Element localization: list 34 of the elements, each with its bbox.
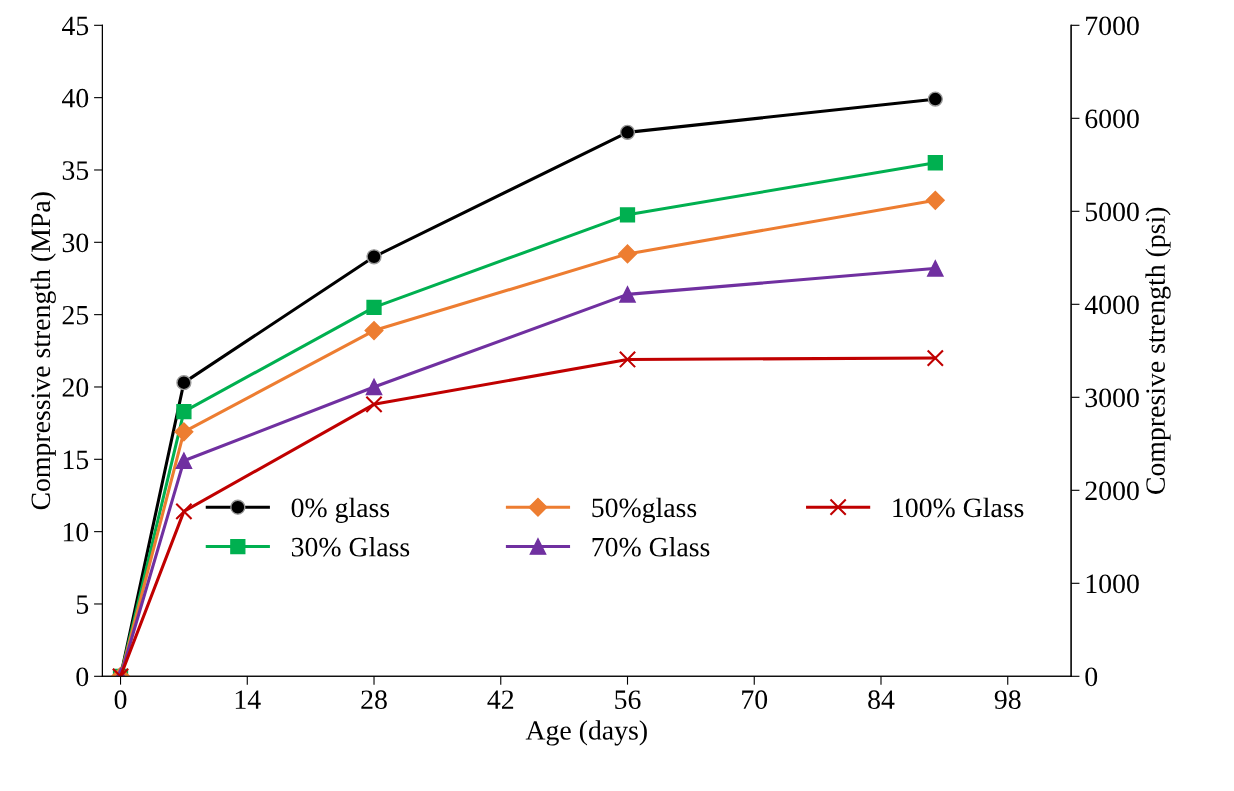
y-tick-label: 20	[62, 378, 89, 397]
x-tick-label: 98	[994, 690, 1021, 710]
y2-tick-label: 5000	[1085, 202, 1139, 222]
y2-tick-label: 1000	[1086, 574, 1139, 594]
legend-label: 50%glass	[592, 497, 697, 523]
x-tick-label: 70	[742, 690, 768, 710]
y-tick-label: 0	[76, 667, 89, 687]
legend-label: 0% glass	[291, 497, 390, 523]
y2-tick-label: 7000	[1086, 16, 1139, 36]
y-tick-label: 5	[76, 595, 89, 614]
x-tick-label: 14	[235, 690, 261, 709]
legend-label: 70% Glass	[592, 536, 710, 557]
y2-tick-label: 3000	[1085, 388, 1139, 408]
y2-tick-label: 2000	[1085, 481, 1139, 501]
legend-label: 100% Glass	[893, 497, 1024, 518]
x-tick-label: 42	[487, 690, 514, 709]
y2-tick-label: 4000	[1084, 295, 1139, 315]
y-tick-label: 40	[61, 88, 89, 108]
x-tick-label: 84	[868, 690, 895, 710]
x-tick-label: 56	[615, 690, 641, 710]
y-axis-title: Compressive strength (MPa)	[30, 192, 56, 510]
x-axis-title: Age (days)	[525, 720, 647, 746]
y-tick-label: 10	[63, 522, 89, 542]
y-tick-label: 35	[62, 161, 89, 180]
y-tick-label: 30	[62, 233, 89, 253]
legend-label: 30% Glass	[291, 536, 410, 557]
y2-tick-label: 0	[1085, 667, 1098, 687]
y-tick-label: 15	[63, 450, 89, 470]
y2-axis-title: Compresive strength (psi)	[1145, 207, 1171, 494]
y-tick-label: 45	[61, 16, 89, 36]
y-tick-label: 25	[62, 305, 89, 325]
x-tick-label: 0	[114, 690, 127, 710]
x-tick-label: 28	[361, 690, 387, 710]
y2-tick-label: 6000	[1085, 109, 1139, 129]
